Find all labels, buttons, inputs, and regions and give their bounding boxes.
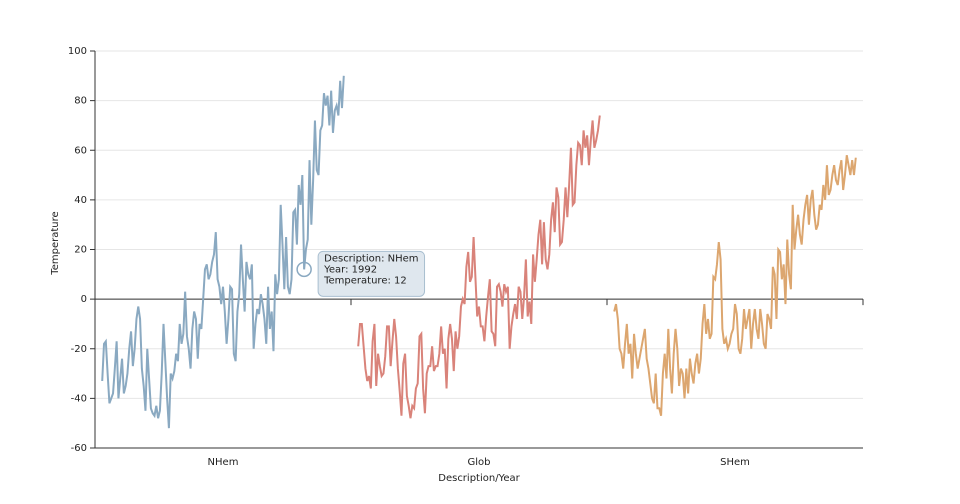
y-tick-label: -40 [71, 393, 87, 404]
y-tick-label: 60 [74, 145, 87, 156]
y-tick-label: 100 [68, 46, 87, 57]
y-axis-title: Temperature [50, 211, 61, 275]
panel-label: NHem [208, 457, 239, 468]
y-tick-label: 20 [74, 245, 87, 256]
tooltip-line: Description: NHem [324, 253, 418, 264]
y-tick-label: -60 [71, 443, 87, 454]
tooltip-box [317, 250, 426, 297]
y-tick-label: 0 [81, 294, 87, 305]
y-tick-label: 80 [74, 96, 87, 107]
series-line [613, 155, 857, 416]
y-tick-label: 40 [74, 195, 87, 206]
tooltip-line: Year: 1992 [323, 264, 377, 275]
tooltip-line: Temperature: 12 [323, 275, 407, 286]
y-tick-label: -20 [71, 344, 87, 355]
series-line [101, 75, 345, 429]
x-axis-title: Description/Year [438, 473, 520, 484]
hover-marker [296, 261, 312, 278]
panel-label: SHem [720, 457, 750, 468]
series-line [357, 115, 601, 419]
panel-label: Glob [468, 457, 491, 468]
